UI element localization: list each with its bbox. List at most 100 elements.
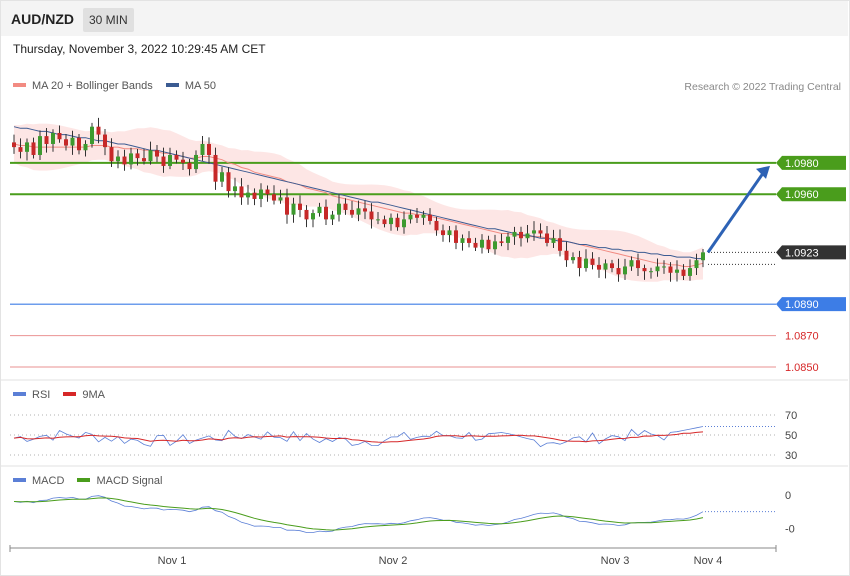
candle-body	[337, 203, 341, 215]
candle-body	[291, 203, 296, 215]
candle-body	[31, 142, 36, 155]
candle-body	[194, 154, 198, 170]
macd-legend: MACD MACD Signal	[13, 475, 162, 487]
candle-body	[571, 257, 575, 261]
candle-body	[564, 250, 569, 261]
candle-body	[655, 266, 660, 272]
candle-body	[135, 153, 140, 159]
legend-swatch-macd	[13, 478, 26, 483]
candle-body	[25, 142, 29, 152]
candle-body	[447, 230, 452, 236]
main-legend: MA 20 + Bollinger Bands MA 50	[13, 80, 216, 92]
candle-body	[532, 230, 536, 234]
candle-body	[421, 214, 426, 218]
level-label-0: 1.0980	[785, 158, 819, 170]
candle-body	[499, 241, 504, 243]
candle-body	[161, 156, 166, 166]
level-label-3: 1.0870	[785, 331, 819, 343]
candle-body	[187, 162, 192, 170]
timeframe-button[interactable]: 30 MIN	[83, 8, 134, 32]
candle-body	[246, 192, 250, 198]
candle-body	[324, 206, 328, 220]
candle-body	[577, 257, 582, 269]
candle-body	[272, 194, 276, 201]
x-tick-label: Nov 4	[694, 555, 723, 567]
candle-body	[623, 266, 627, 275]
legend-ma50: MA 50	[184, 80, 217, 92]
candle-body	[590, 258, 595, 265]
candle-body	[51, 132, 55, 144]
candle-body	[226, 172, 231, 192]
candle-body	[389, 217, 393, 225]
candle-body	[12, 142, 16, 148]
candle-body	[90, 126, 94, 144]
macd-tick-label: 0	[785, 490, 791, 502]
candle-body	[382, 219, 387, 225]
candle-body	[142, 158, 146, 162]
rsi-tick-label: 70	[785, 410, 797, 422]
candle-body	[467, 238, 471, 243]
candle-body	[77, 137, 81, 151]
candle-body	[213, 154, 218, 182]
candle-body	[415, 214, 419, 218]
level-tag-2	[776, 297, 846, 312]
legend-swatch-rsi	[13, 392, 26, 397]
candle-body	[545, 233, 549, 243]
candle-body	[668, 266, 673, 273]
candle-body	[155, 150, 159, 157]
candle-body	[200, 143, 205, 155]
macd-signal-line	[13, 497, 704, 531]
candle-body	[109, 147, 114, 162]
candle-body	[103, 134, 107, 148]
level-label-4: 1.0850	[785, 362, 819, 374]
candle-body	[519, 231, 523, 239]
candle-body	[233, 186, 237, 192]
legend-ma20: MA 20 + Bollinger Bands	[32, 80, 153, 92]
candle-body	[298, 203, 302, 210]
candle-body	[38, 136, 42, 155]
level-label-1: 1.0960	[785, 189, 819, 201]
candle-body	[701, 252, 705, 261]
candle-body	[506, 236, 510, 243]
level-tag-1	[776, 187, 846, 202]
candle-body	[174, 154, 179, 160]
chart-header: AUD/NZD 30 MIN	[1, 1, 848, 36]
candle-body	[395, 217, 400, 228]
candle-body	[181, 159, 185, 163]
candle-body	[330, 214, 335, 220]
x-tick-label: Nov 1	[158, 555, 187, 567]
candle-body	[636, 260, 640, 269]
candle-body	[597, 264, 601, 270]
symbol-label: AUD/NZD	[11, 11, 74, 27]
candle-body	[122, 156, 127, 165]
current-price-label: 1.0923	[785, 247, 819, 259]
candle-body	[694, 260, 699, 269]
candle-body	[64, 139, 68, 146]
macd-line	[13, 495, 704, 533]
candle-body	[460, 238, 465, 243]
x-tick-label: Nov 3	[601, 555, 630, 567]
candle-body	[220, 172, 224, 182]
candle-body	[311, 213, 315, 220]
candle-body	[428, 214, 432, 221]
candle-body	[96, 126, 101, 135]
candle-body	[675, 269, 679, 273]
candle-body	[493, 241, 497, 250]
candle-body	[551, 238, 556, 243]
candle-body	[259, 189, 263, 199]
candle-body	[649, 271, 653, 273]
candle-body	[207, 143, 211, 155]
candle-body	[239, 186, 244, 198]
legend-rsi: RSI	[32, 389, 51, 401]
candle-body	[584, 258, 588, 269]
research-credit: Research © 2022 Trading Central	[684, 81, 841, 93]
candle-body	[44, 136, 49, 144]
candle-body	[129, 153, 133, 165]
legend-macd: MACD	[32, 475, 65, 487]
rsi-9ma-line	[13, 431, 704, 443]
x-tick-label: Nov 2	[379, 555, 408, 567]
candle-body	[538, 230, 543, 234]
rsi-tick-label: 30	[785, 450, 797, 462]
candle-body	[480, 239, 484, 248]
